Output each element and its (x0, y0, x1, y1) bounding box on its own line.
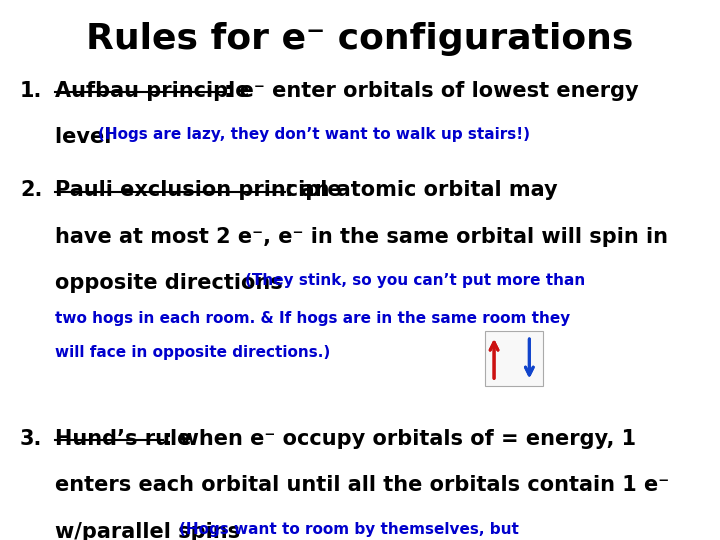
Text: : when e⁻ occupy orbitals of = energy, 1: : when e⁻ occupy orbitals of = energy, 1 (164, 429, 636, 449)
Text: Rules for e⁻ configurations: Rules for e⁻ configurations (86, 22, 634, 56)
Text: 2.: 2. (20, 180, 42, 200)
Text: 3.: 3. (20, 429, 42, 449)
Text: two hogs in each room. & If hogs are in the same room they: two hogs in each room. & If hogs are in … (55, 311, 570, 326)
Text: opposite directions: opposite directions (55, 273, 290, 293)
Text: (Hogs are lazy, they don’t want to walk up stairs!): (Hogs are lazy, they don’t want to walk … (97, 127, 529, 142)
Text: have at most 2 e⁻, e⁻ in the same orbital will spin in: have at most 2 e⁻, e⁻ in the same orbita… (55, 227, 668, 247)
Text: will face in opposite directions.): will face in opposite directions.) (55, 345, 330, 360)
Text: w/parallel spins: w/parallel spins (55, 522, 248, 540)
Text: : an atomic orbital may: : an atomic orbital may (285, 180, 558, 200)
Text: (Hogs want to room by themselves, but: (Hogs want to room by themselves, but (179, 522, 518, 537)
Text: Pauli exclusion principle: Pauli exclusion principle (55, 180, 342, 200)
Text: enters each orbital until all the orbitals contain 1 e⁻: enters each orbital until all the orbita… (55, 475, 670, 495)
FancyBboxPatch shape (485, 331, 543, 387)
Text: 1.: 1. (20, 80, 42, 100)
Text: Aufbau principle: Aufbau principle (55, 80, 250, 100)
Text: : e⁻ enter orbitals of lowest energy: : e⁻ enter orbitals of lowest energy (224, 80, 639, 100)
Text: (They stink, so you can’t put more than: (They stink, so you can’t put more than (245, 273, 585, 288)
Text: Hund’s rule: Hund’s rule (55, 429, 192, 449)
Text: level: level (55, 127, 119, 147)
